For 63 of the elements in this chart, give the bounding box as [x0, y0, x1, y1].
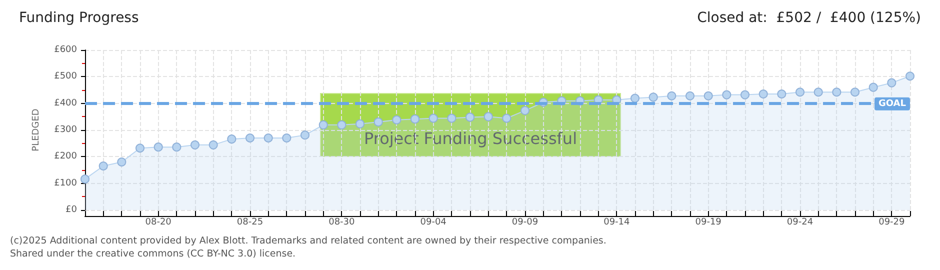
x-tick-label: 09-29 [878, 218, 906, 228]
point [868, 82, 878, 92]
x-tick-label: 08-30 [328, 218, 356, 228]
y-tick-label: £400 [54, 98, 78, 108]
point [172, 142, 182, 152]
chart-title: Funding Progress [19, 10, 139, 26]
point [850, 88, 860, 97]
point [630, 94, 640, 103]
point [796, 88, 804, 97]
point [80, 174, 90, 184]
point [740, 90, 750, 100]
point [758, 90, 768, 98]
x-tick-label: 09-19 [695, 218, 722, 228]
text: (c)2025 Additional content provided by Alex Blott. Trademarks and related content are owned by their respective companies. [10, 236, 606, 246]
point [154, 142, 163, 152]
point [686, 91, 694, 100]
x-tick-label: 09-14 [604, 218, 630, 228]
point [136, 144, 144, 153]
point [887, 78, 896, 88]
x-tick-label: 09-09 [512, 218, 538, 228]
point [246, 134, 254, 142]
point [667, 91, 676, 100]
x-tick-label: 09-04 [420, 218, 447, 228]
point [98, 162, 108, 170]
point [906, 72, 914, 81]
point [832, 88, 842, 97]
point [722, 90, 732, 100]
y-tick-label: £0 [66, 205, 78, 215]
point [227, 134, 236, 144]
point [447, 114, 456, 123]
chart-subtitle: Closed at: £502 / £400 (125%) [697, 10, 922, 26]
x-tick-label: 09-24 [786, 218, 814, 228]
point [410, 114, 420, 124]
point [428, 114, 438, 123]
point [374, 118, 383, 126]
point [318, 120, 328, 130]
point [356, 119, 364, 128]
point [814, 88, 823, 97]
y-tick-label: £100 [54, 178, 78, 188]
point [282, 134, 292, 142]
point [208, 140, 218, 150]
point [484, 112, 493, 122]
y-tick-label: £200 [54, 152, 78, 162]
point [704, 91, 713, 100]
x-tick-label: 08-20 [145, 218, 172, 228]
ref-line-label: GOAL [878, 98, 906, 109]
point [190, 140, 200, 150]
text: Shared under the creative commons (CC BY-NC 3.0) license. [10, 248, 296, 260]
y-tick-label: £600 [54, 45, 78, 55]
y-tick-label: £500 [54, 72, 78, 82]
x-tick-label: 08-25 [236, 218, 264, 228]
point [502, 114, 512, 123]
point [520, 106, 530, 116]
point [648, 92, 658, 102]
point [264, 134, 273, 142]
point [777, 90, 786, 98]
point [117, 158, 126, 166]
point [392, 115, 402, 124]
y-tick-label: £300 [54, 125, 78, 135]
y-axis-title: PLEDGED [32, 108, 42, 152]
point [300, 130, 310, 140]
point [466, 112, 474, 122]
point [337, 120, 346, 130]
